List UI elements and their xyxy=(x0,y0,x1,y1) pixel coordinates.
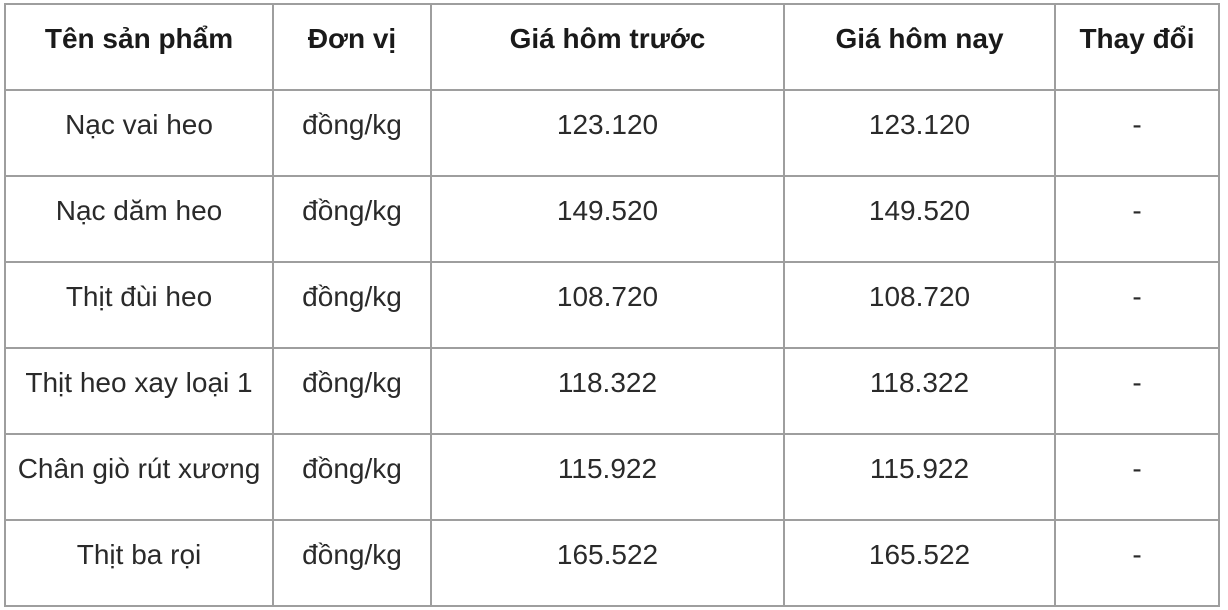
cell-previous-price: 165.522 xyxy=(430,519,785,607)
cell-previous-price: 115.922 xyxy=(430,433,785,521)
cell-today-price: 149.520 xyxy=(783,175,1056,263)
cell-unit: đồng/kg xyxy=(272,261,432,349)
cell-unit: đồng/kg xyxy=(272,347,432,435)
cell-product-name: Thịt heo xay loại 1 xyxy=(4,347,274,435)
cell-today-price: 115.922 xyxy=(783,433,1056,521)
cell-unit: đồng/kg xyxy=(272,519,432,607)
price-table: Tên sản phẩm Đơn vị Giá hôm trước Giá hô… xyxy=(4,3,1220,607)
cell-previous-price: 123.120 xyxy=(430,89,785,177)
table-row: Thịt heo xay loại 1 đồng/kg 118.322 118.322… xyxy=(4,347,1220,435)
cell-product-name: Nạc dăm heo xyxy=(4,175,274,263)
cell-product-name: Thịt đùi heo xyxy=(4,261,274,349)
cell-change: - xyxy=(1054,261,1220,349)
table-row: Chân giò rút xương đồng/kg 115.922 115.922- xyxy=(4,433,1220,521)
cell-previous-price: 118.322 xyxy=(430,347,785,435)
cell-change: - xyxy=(1054,89,1220,177)
header-unit: Đơn vị xyxy=(272,3,432,91)
header-change: Thay đổi xyxy=(1054,3,1220,91)
cell-product-name: Chân giò rút xương xyxy=(4,433,274,521)
header-previous-price: Giá hôm trước xyxy=(430,3,785,91)
cell-unit: đồng/kg xyxy=(272,175,432,263)
cell-today-price: 118.322 xyxy=(783,347,1056,435)
cell-today-price: 123.120 xyxy=(783,89,1056,177)
cell-product-name: Nạc vai heo xyxy=(4,89,274,177)
cell-unit: đồng/kg xyxy=(272,89,432,177)
cell-change: - xyxy=(1054,433,1220,521)
header-row: Tên sản phẩm Đơn vị Giá hôm trước Giá hô… xyxy=(4,3,1220,91)
header-product-name: Tên sản phẩm xyxy=(4,3,274,91)
cell-unit: đồng/kg xyxy=(272,433,432,521)
table-row: Thịt ba rọi đồng/kg 165.522 165.522- xyxy=(4,519,1220,607)
cell-product-name: Thịt ba rọi xyxy=(4,519,274,607)
table-row: Nạc dăm heo đồng/kg 149.520 149.520- xyxy=(4,175,1220,263)
cell-previous-price: 149.520 xyxy=(430,175,785,263)
table-row: Thịt đùi heo đồng/kg 108.720 108.720- xyxy=(4,261,1220,349)
cell-today-price: 108.720 xyxy=(783,261,1056,349)
cell-previous-price: 108.720 xyxy=(430,261,785,349)
table-row: Nạc vai heo đồng/kg 123.120 123.120- xyxy=(4,89,1220,177)
cell-change: - xyxy=(1054,347,1220,435)
cell-change: - xyxy=(1054,519,1220,607)
header-today-price: Giá hôm nay xyxy=(783,3,1056,91)
cell-change: - xyxy=(1054,175,1220,263)
cell-today-price: 165.522 xyxy=(783,519,1056,607)
